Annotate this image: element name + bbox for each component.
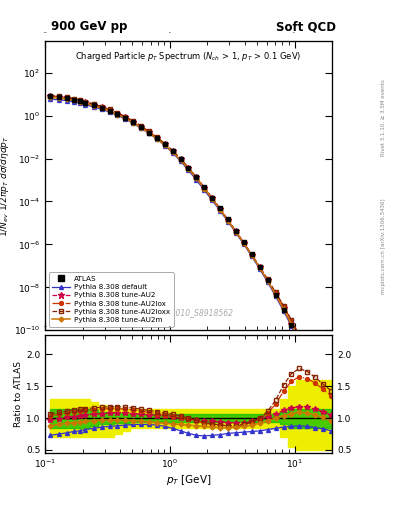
X-axis label: $p_T$ [GeV]: $p_T$ [GeV] <box>166 473 211 487</box>
Text: Charged Particle $p_T$ Spectrum ($N_{ch}$ > 1, $p_T$ > 0.1 GeV): Charged Particle $p_T$ Spectrum ($N_{ch}… <box>75 50 302 62</box>
Legend: ATLAS, Pythia 8.308 default, Pythia 8.308 tune-AU2, Pythia 8.308 tune-AU2lox, Py: ATLAS, Pythia 8.308 default, Pythia 8.30… <box>49 272 174 327</box>
Text: 900 GeV pp: 900 GeV pp <box>51 20 127 33</box>
Text: mcplots.cern.ch [arXiv:1306.3436]: mcplots.cern.ch [arXiv:1306.3436] <box>381 198 386 293</box>
Y-axis label: $1/N_{ev}$ $1/2\pi p_T$ $d\sigma/d\eta dp_T$: $1/N_{ev}$ $1/2\pi p_T$ $d\sigma/d\eta d… <box>0 135 11 237</box>
Text: ATLAS_2010_S8918562: ATLAS_2010_S8918562 <box>143 308 234 317</box>
Y-axis label: Ratio to ATLAS: Ratio to ATLAS <box>14 361 23 427</box>
Text: Soft QCD: Soft QCD <box>276 20 336 33</box>
Text: Rivet 3.1.10, ≥ 3.5M events: Rivet 3.1.10, ≥ 3.5M events <box>381 79 386 156</box>
